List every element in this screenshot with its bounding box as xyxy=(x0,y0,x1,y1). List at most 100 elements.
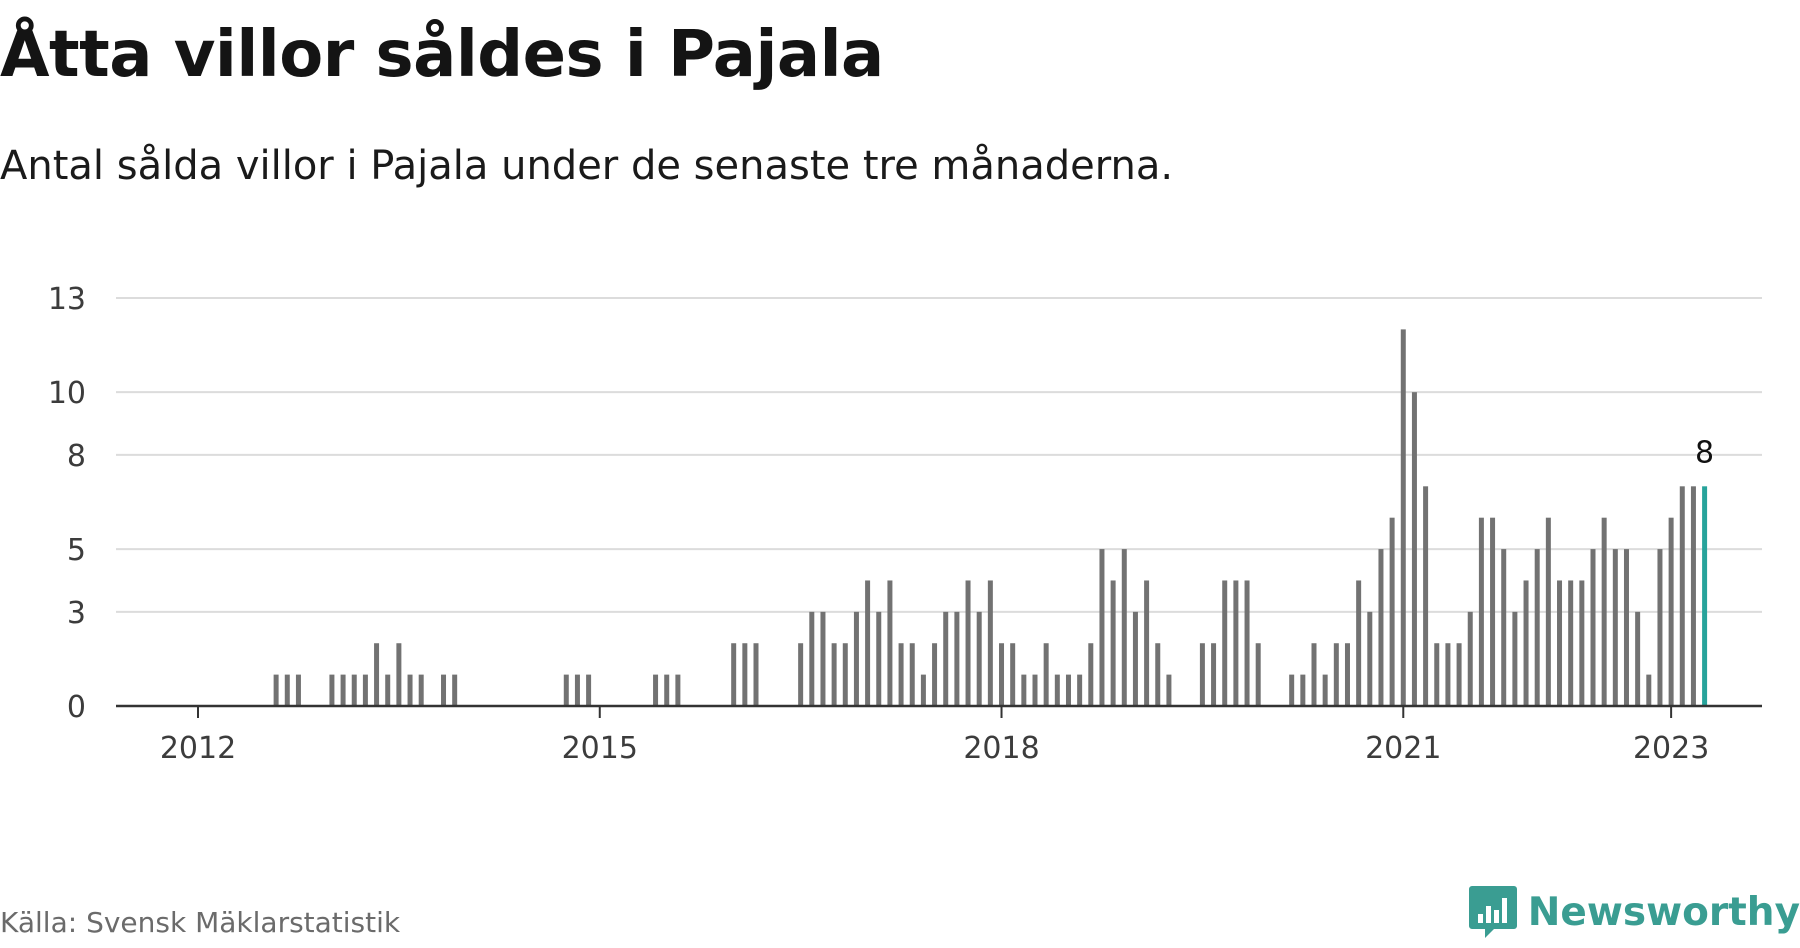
bar xyxy=(1110,580,1116,706)
bar xyxy=(1088,643,1094,706)
newsworthy-logo-icon xyxy=(1468,886,1517,938)
bar xyxy=(1077,674,1083,706)
bar xyxy=(396,643,402,706)
bar xyxy=(842,643,848,706)
bar xyxy=(1356,580,1362,706)
bar xyxy=(418,674,424,706)
bar xyxy=(1523,580,1529,706)
bar xyxy=(1344,643,1350,706)
bar xyxy=(831,643,837,706)
bar xyxy=(809,611,815,706)
bar xyxy=(999,643,1005,706)
y-tick-label: 10 xyxy=(48,376,86,411)
bar xyxy=(1311,643,1317,706)
bar xyxy=(876,611,882,706)
bar xyxy=(731,643,737,706)
bar xyxy=(1445,643,1451,706)
bar xyxy=(887,580,893,706)
bar xyxy=(1668,517,1674,706)
bar xyxy=(1043,643,1049,706)
bar xyxy=(374,643,380,706)
bar xyxy=(1322,674,1328,706)
bar xyxy=(1423,486,1429,706)
bar xyxy=(932,643,938,706)
bar xyxy=(340,674,346,706)
bar xyxy=(1222,580,1228,706)
bar xyxy=(1568,580,1574,706)
bar-highlight xyxy=(1702,486,1708,706)
bar xyxy=(976,611,982,706)
bar xyxy=(1300,674,1306,706)
bar xyxy=(1144,580,1150,706)
bar xyxy=(675,674,681,706)
bar xyxy=(1679,486,1685,706)
brand-name: Newsworthy xyxy=(1527,889,1800,935)
bar xyxy=(1456,643,1462,706)
chart-subtitle: Antal sålda villor i Pajala under de sen… xyxy=(0,143,1174,189)
bar xyxy=(1054,674,1060,706)
bar xyxy=(1211,643,1217,706)
bar xyxy=(664,674,670,706)
bar xyxy=(1690,486,1696,706)
bar xyxy=(1411,392,1417,706)
bar xyxy=(1635,611,1641,706)
bar xyxy=(441,674,447,706)
y-tick-label: 0 xyxy=(67,690,86,725)
bar xyxy=(1400,329,1406,706)
bar xyxy=(753,643,759,706)
bar xyxy=(563,674,569,706)
bar xyxy=(1065,674,1071,706)
bar xyxy=(1199,643,1205,706)
bar xyxy=(1590,549,1596,706)
bar xyxy=(1478,517,1484,706)
bar xyxy=(853,611,859,706)
bar xyxy=(407,674,413,706)
x-tick-label: 2015 xyxy=(562,731,638,766)
bar xyxy=(1244,580,1250,706)
bar xyxy=(1289,674,1295,706)
bar xyxy=(1501,549,1507,706)
bar xyxy=(1233,580,1239,706)
bar xyxy=(965,580,971,706)
bar xyxy=(943,611,949,706)
bar xyxy=(1255,643,1261,706)
bar xyxy=(1121,549,1127,706)
bar xyxy=(1657,549,1663,706)
bar xyxy=(1612,549,1618,706)
bar-chart: 0 3 5 8 10 13 2012 2015 2018 2021 2023 8 xyxy=(48,282,1762,766)
y-tick-label: 13 xyxy=(48,282,86,317)
bar xyxy=(1099,549,1105,706)
bar xyxy=(1534,549,1540,706)
bar xyxy=(1389,517,1395,706)
bar xyxy=(1557,580,1563,706)
bar xyxy=(898,643,904,706)
axes xyxy=(116,704,1762,718)
bar xyxy=(1467,611,1473,706)
x-tick-label: 2023 xyxy=(1633,731,1709,766)
bar xyxy=(1623,549,1629,706)
bar xyxy=(284,674,290,706)
labels: 0 3 5 8 10 13 2012 2015 2018 2021 2023 8 xyxy=(48,282,1714,766)
bar xyxy=(798,643,804,706)
y-tick-label: 8 xyxy=(67,439,86,474)
brand-logo[interactable]: Newsworthy xyxy=(1468,884,1800,940)
bar xyxy=(1434,643,1440,706)
gridlines xyxy=(116,297,1762,613)
bar xyxy=(574,674,580,706)
x-tick-label: 2021 xyxy=(1365,731,1441,766)
bar xyxy=(586,674,592,706)
bar xyxy=(653,674,659,706)
x-tick-label: 2012 xyxy=(160,731,236,766)
bar xyxy=(1021,674,1027,706)
bar xyxy=(1132,611,1138,706)
bar xyxy=(452,674,458,706)
bar xyxy=(820,611,826,706)
bar xyxy=(273,674,279,706)
bar xyxy=(1545,517,1551,706)
bar xyxy=(362,674,368,706)
y-tick-label: 5 xyxy=(67,533,86,568)
bar xyxy=(1512,611,1518,706)
bar xyxy=(329,674,335,706)
bar xyxy=(1155,643,1161,706)
bar xyxy=(1166,674,1172,706)
